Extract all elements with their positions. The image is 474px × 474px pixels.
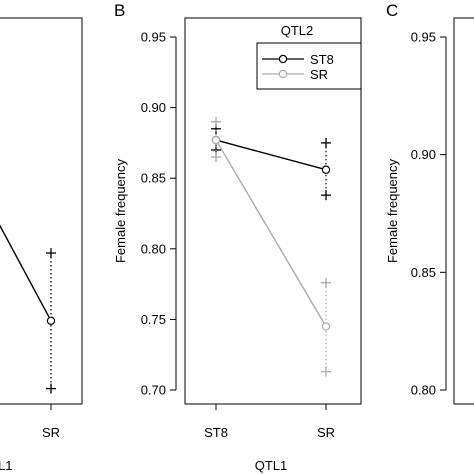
panel-a-x-tick-label-sr: SR	[42, 425, 60, 440]
legend-sr-marker	[278, 69, 288, 79]
panel-c-letter: C	[386, 1, 398, 20]
panel-b-y-tick-label: 0.85	[141, 171, 166, 186]
series-sr-rep-point	[211, 116, 221, 127]
panel-c-y-axis-label: Female frequency	[385, 158, 400, 263]
series-st8-line	[215, 139, 327, 171]
panel-b-y-tick-label: 0.70	[141, 383, 166, 398]
panel-c-frame	[453, 17, 474, 405]
series-sr-mean-point	[321, 322, 331, 331]
panel-a-mean-point	[46, 316, 56, 326]
panel-b-x-tick-label-sr: SR	[317, 425, 335, 440]
panel-a-series-line	[0, 224, 52, 322]
legend-title: QTL2	[281, 23, 314, 38]
panel-b-y-axis-label: Female frequency	[113, 158, 128, 263]
panel-b-marks	[211, 116, 331, 377]
legend-sr-label: SR	[310, 67, 328, 82]
series-sr-line	[215, 139, 327, 327]
legend-st8-marker	[278, 54, 288, 64]
panel-b-y-tick-label: 0.80	[141, 241, 166, 256]
panel-b: B 0.70 0.75 0.80 0.85 0.90 0.95 Female freque…	[113, 1, 362, 473]
series-st8-rep-point	[321, 190, 331, 201]
panel-c-y-tick-label: 0.95	[411, 30, 436, 45]
panel-a-frame	[0, 17, 83, 405]
panel-b-y-tick-label: 0.75	[141, 312, 166, 327]
panel-b-y-tick-label: 0.95	[141, 30, 166, 45]
panel-b-legend: QTL2 ST8 SR	[256, 23, 362, 90]
panel-b-x-tick-label-st8: ST8	[204, 425, 228, 440]
legend-st8-label: ST8	[310, 52, 334, 67]
series-st8-mean-point	[321, 165, 331, 174]
panel-c-y-tick-label: 0.80	[411, 383, 436, 398]
panel-a-marks	[0, 224, 56, 394]
legend-box	[256, 42, 362, 90]
panel-b-y-tick-label: 0.90	[141, 100, 166, 115]
panel-a-rep-point	[46, 248, 56, 259]
series-sr-rep-point	[321, 277, 331, 288]
series-st8-rep-point	[321, 137, 331, 148]
panel-a-x-axis-label: L1	[0, 458, 12, 473]
series-sr-mean-point	[211, 135, 221, 145]
panel-c-y-tick-label: 0.85	[411, 265, 436, 280]
panel-b-y-axis: 0.70 0.75 0.80 0.85 0.90 0.95	[141, 30, 177, 398]
panel-b-letter: B	[114, 1, 125, 20]
panel-b-frame	[184, 17, 362, 405]
series-sr-rep-point	[321, 366, 331, 377]
panel-b-x-axis-label: QTL1	[255, 458, 288, 473]
panel-c-y-axis: 0.80 0.85 0.90 0.95	[411, 30, 447, 398]
panel-c: C 0.80 0.85 0.90 0.95 Female frequency	[385, 1, 474, 405]
series-sr-rep-point	[211, 152, 221, 163]
panel-a-rep-point	[46, 383, 56, 394]
panel-a: SR L1	[0, 17, 83, 473]
panel-c-y-tick-label: 0.90	[411, 147, 436, 162]
